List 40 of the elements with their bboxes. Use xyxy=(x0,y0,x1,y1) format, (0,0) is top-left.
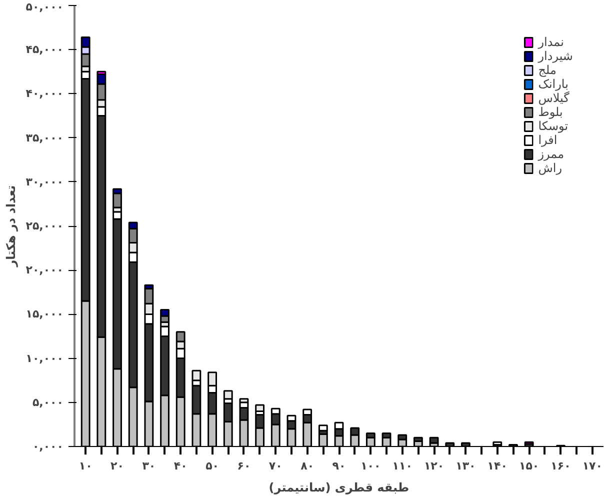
legend-label: توسکا xyxy=(538,119,568,133)
legend-label: ملج xyxy=(538,63,558,77)
legend-label: بلوط xyxy=(538,105,563,119)
x-tick-label: ۸۰ xyxy=(300,460,314,472)
y-tick-label: ۴۵,۰۰۰ xyxy=(26,43,64,56)
x-tick-label: ۱۷۰ xyxy=(582,460,602,472)
y-tick-label: ۳۰,۰۰۰ xyxy=(26,175,64,188)
x-tick-label: ۱۲۰ xyxy=(424,460,444,472)
x-tick-label: ۵۰ xyxy=(206,460,220,472)
x-tick-label: ۲۰ xyxy=(110,460,124,472)
x-tick-label: ۱۶۰ xyxy=(550,460,571,472)
x-tick-label: ۱۳۰ xyxy=(456,460,476,472)
legend-label: شیردار xyxy=(538,49,573,63)
x-tick-label: ۱۱۰ xyxy=(392,460,412,472)
y-tick-label: ۲۵,۰۰۰ xyxy=(26,220,64,232)
legend-label: بارانک xyxy=(538,77,568,91)
legend-label: ممرز xyxy=(538,147,564,161)
x-tick-label: ۱۰۰ xyxy=(360,460,381,472)
x-tick-label: ۱۵۰ xyxy=(518,460,540,472)
y-tick-label: ۵۰,۰۰۰ xyxy=(26,0,64,14)
y-tick-label: ۱۵,۰۰۰ xyxy=(26,308,64,321)
x-tick-label: ۱۴۰ xyxy=(487,460,508,472)
x-tick-label: ۴۰ xyxy=(174,460,188,472)
y-axis-title: تعداد در هکتار xyxy=(4,185,18,268)
legend-label: افرا xyxy=(538,133,558,147)
y-tick-label: ۲۰,۰۰۰ xyxy=(26,264,64,277)
y-tick-label: ۴۰,۰۰۰ xyxy=(26,87,64,100)
x-tick-label: ۳۰ xyxy=(142,460,156,472)
legend-label: نمدار xyxy=(538,35,564,49)
legend-label: راش xyxy=(538,161,562,175)
x-tick-label: ۷۰ xyxy=(268,460,282,472)
y-tick-label: ۵,۰۰۰ xyxy=(32,396,64,409)
legend-label: گیلاس xyxy=(538,91,570,105)
y-tick-label: ۰,۰۰۰ xyxy=(32,440,64,453)
x-tick-label: ۹۰ xyxy=(332,460,346,472)
x-tick-label: ۱۰ xyxy=(78,460,92,472)
x-tick-label: ۶۰ xyxy=(237,460,251,472)
y-tick-label: ۳۵,۰۰۰ xyxy=(26,131,64,144)
x-axis-title: طبقه قطری (سانتیمتر) xyxy=(268,480,410,494)
y-tick-label: ۱۰,۰۰۰ xyxy=(26,352,64,365)
